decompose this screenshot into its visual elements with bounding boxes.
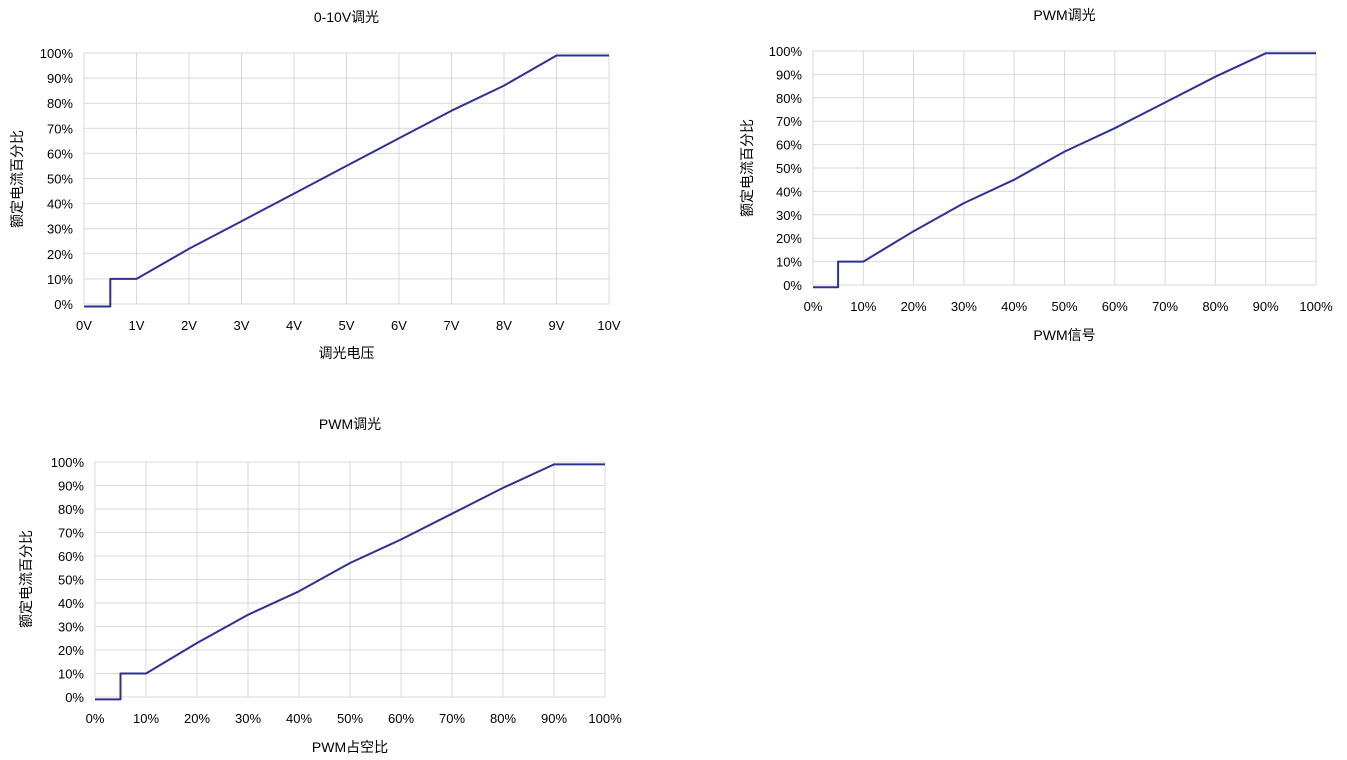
x-tick-label: 1V xyxy=(129,318,145,333)
y-tick-label: 70% xyxy=(47,121,73,136)
x-tick-label: 70% xyxy=(439,711,465,726)
x-axis-title: PWM信号 xyxy=(1033,327,1095,343)
y-axis-title: 额定电流百分比 xyxy=(18,530,34,628)
x-tick-label: 3V xyxy=(234,318,250,333)
y-tick-label: 40% xyxy=(776,184,802,199)
x-tick-label: 50% xyxy=(337,711,363,726)
x-tick-label: 30% xyxy=(235,711,261,726)
x-tick-label: 100% xyxy=(588,711,622,726)
plot-area-frame xyxy=(94,461,606,698)
y-tick-label: 0% xyxy=(65,690,84,705)
x-tick-label: 5V xyxy=(339,318,355,333)
y-tick-label: 100% xyxy=(40,46,74,61)
y-tick-label: 90% xyxy=(776,67,802,82)
y-tick-label: 70% xyxy=(776,114,802,129)
y-tick-label: 20% xyxy=(47,247,73,262)
x-tick-label: 8V xyxy=(496,318,512,333)
x-tick-label: 50% xyxy=(1051,299,1077,314)
chart-3: 0% 10% 20% 30% 40% 50% 60% 70% 80% 90% 100% 0% 10% 20… xyxy=(18,416,622,755)
x-tick-label: 0% xyxy=(86,711,105,726)
y-tick-label: 90% xyxy=(58,479,84,494)
x-tick-label: 80% xyxy=(490,711,516,726)
y-axis-title: 额定电流百分比 xyxy=(9,130,25,228)
x-tick-label: 90% xyxy=(1253,299,1279,314)
y-tick-label: 40% xyxy=(58,596,84,611)
series-line xyxy=(95,463,605,701)
x-axis-title: 调光电压 xyxy=(319,345,375,361)
y-tick-label: 0% xyxy=(54,297,73,312)
y-tick-label: 20% xyxy=(58,643,84,658)
x-tick-label: 20% xyxy=(901,299,927,314)
y-tick-label: 60% xyxy=(776,138,802,153)
x-tick-label: 40% xyxy=(1001,299,1027,314)
x-tick-label: 100% xyxy=(1299,299,1333,314)
x-tick-label: 60% xyxy=(388,711,414,726)
x-tick-label: 0% xyxy=(804,299,823,314)
x-tick-label: 20% xyxy=(184,711,210,726)
x-tick-label: 4V xyxy=(286,318,302,333)
chart-title: PWM调光 xyxy=(1033,7,1095,23)
y-tick-label: 90% xyxy=(47,71,73,86)
chart-1: 0% 10% 20% 30% 40% 50% 60% 70% 80% 90% 100% 0V 1V 2V 3… xyxy=(9,9,621,361)
x-tick-label: 30% xyxy=(951,299,977,314)
x-tick-label: 0V xyxy=(76,318,92,333)
x-tick-label: 40% xyxy=(286,711,312,726)
x-tick-label: 2V xyxy=(181,318,197,333)
x-tick-label: 6V xyxy=(391,318,407,333)
x-axis-title: PWM占空比 xyxy=(312,739,388,755)
plot-area-frame xyxy=(812,50,1317,286)
x-tick-label: 9V xyxy=(549,318,565,333)
series-line xyxy=(813,52,1316,289)
y-tick-label: 60% xyxy=(58,549,84,564)
y-tick-label: 30% xyxy=(776,208,802,223)
y-tick-label: 0% xyxy=(783,278,802,293)
x-tick-label: 10V xyxy=(597,318,620,333)
chart-title: PWM调光 xyxy=(319,416,381,432)
x-tick-label: 90% xyxy=(541,711,567,726)
y-tick-label: 10% xyxy=(58,667,84,682)
y-tick-label: 60% xyxy=(47,146,73,161)
x-tick-label: 70% xyxy=(1152,299,1178,314)
x-tick-label: 10% xyxy=(133,711,159,726)
y-tick-label: 50% xyxy=(47,172,73,187)
x-tick-label: 7V xyxy=(444,318,460,333)
y-tick-label: 80% xyxy=(58,502,84,517)
y-tick-label: 30% xyxy=(58,620,84,635)
plot-area-frame xyxy=(83,52,610,305)
y-tick-label: 70% xyxy=(58,526,84,541)
y-tick-label: 100% xyxy=(51,455,85,470)
y-tick-label: 20% xyxy=(776,231,802,246)
y-tick-label: 50% xyxy=(776,161,802,176)
series-line xyxy=(84,54,609,308)
y-tick-label: 80% xyxy=(47,96,73,111)
chart-2: 0% 10% 20% 30% 40% 50% 60% 70% 80% 90% 100% 0% 10% 20… xyxy=(739,7,1333,343)
y-tick-label: 30% xyxy=(47,222,73,237)
y-axis-title: 额定电流百分比 xyxy=(739,119,755,217)
y-tick-label: 80% xyxy=(776,91,802,106)
y-tick-label: 50% xyxy=(58,573,84,588)
y-tick-label: 10% xyxy=(776,255,802,270)
x-tick-label: 80% xyxy=(1202,299,1228,314)
y-tick-label: 40% xyxy=(47,197,73,212)
x-tick-label: 60% xyxy=(1102,299,1128,314)
chart-title: 0-10V调光 xyxy=(314,9,379,25)
y-tick-label: 10% xyxy=(47,272,73,287)
y-tick-label: 100% xyxy=(769,44,803,59)
x-tick-label: 10% xyxy=(850,299,876,314)
